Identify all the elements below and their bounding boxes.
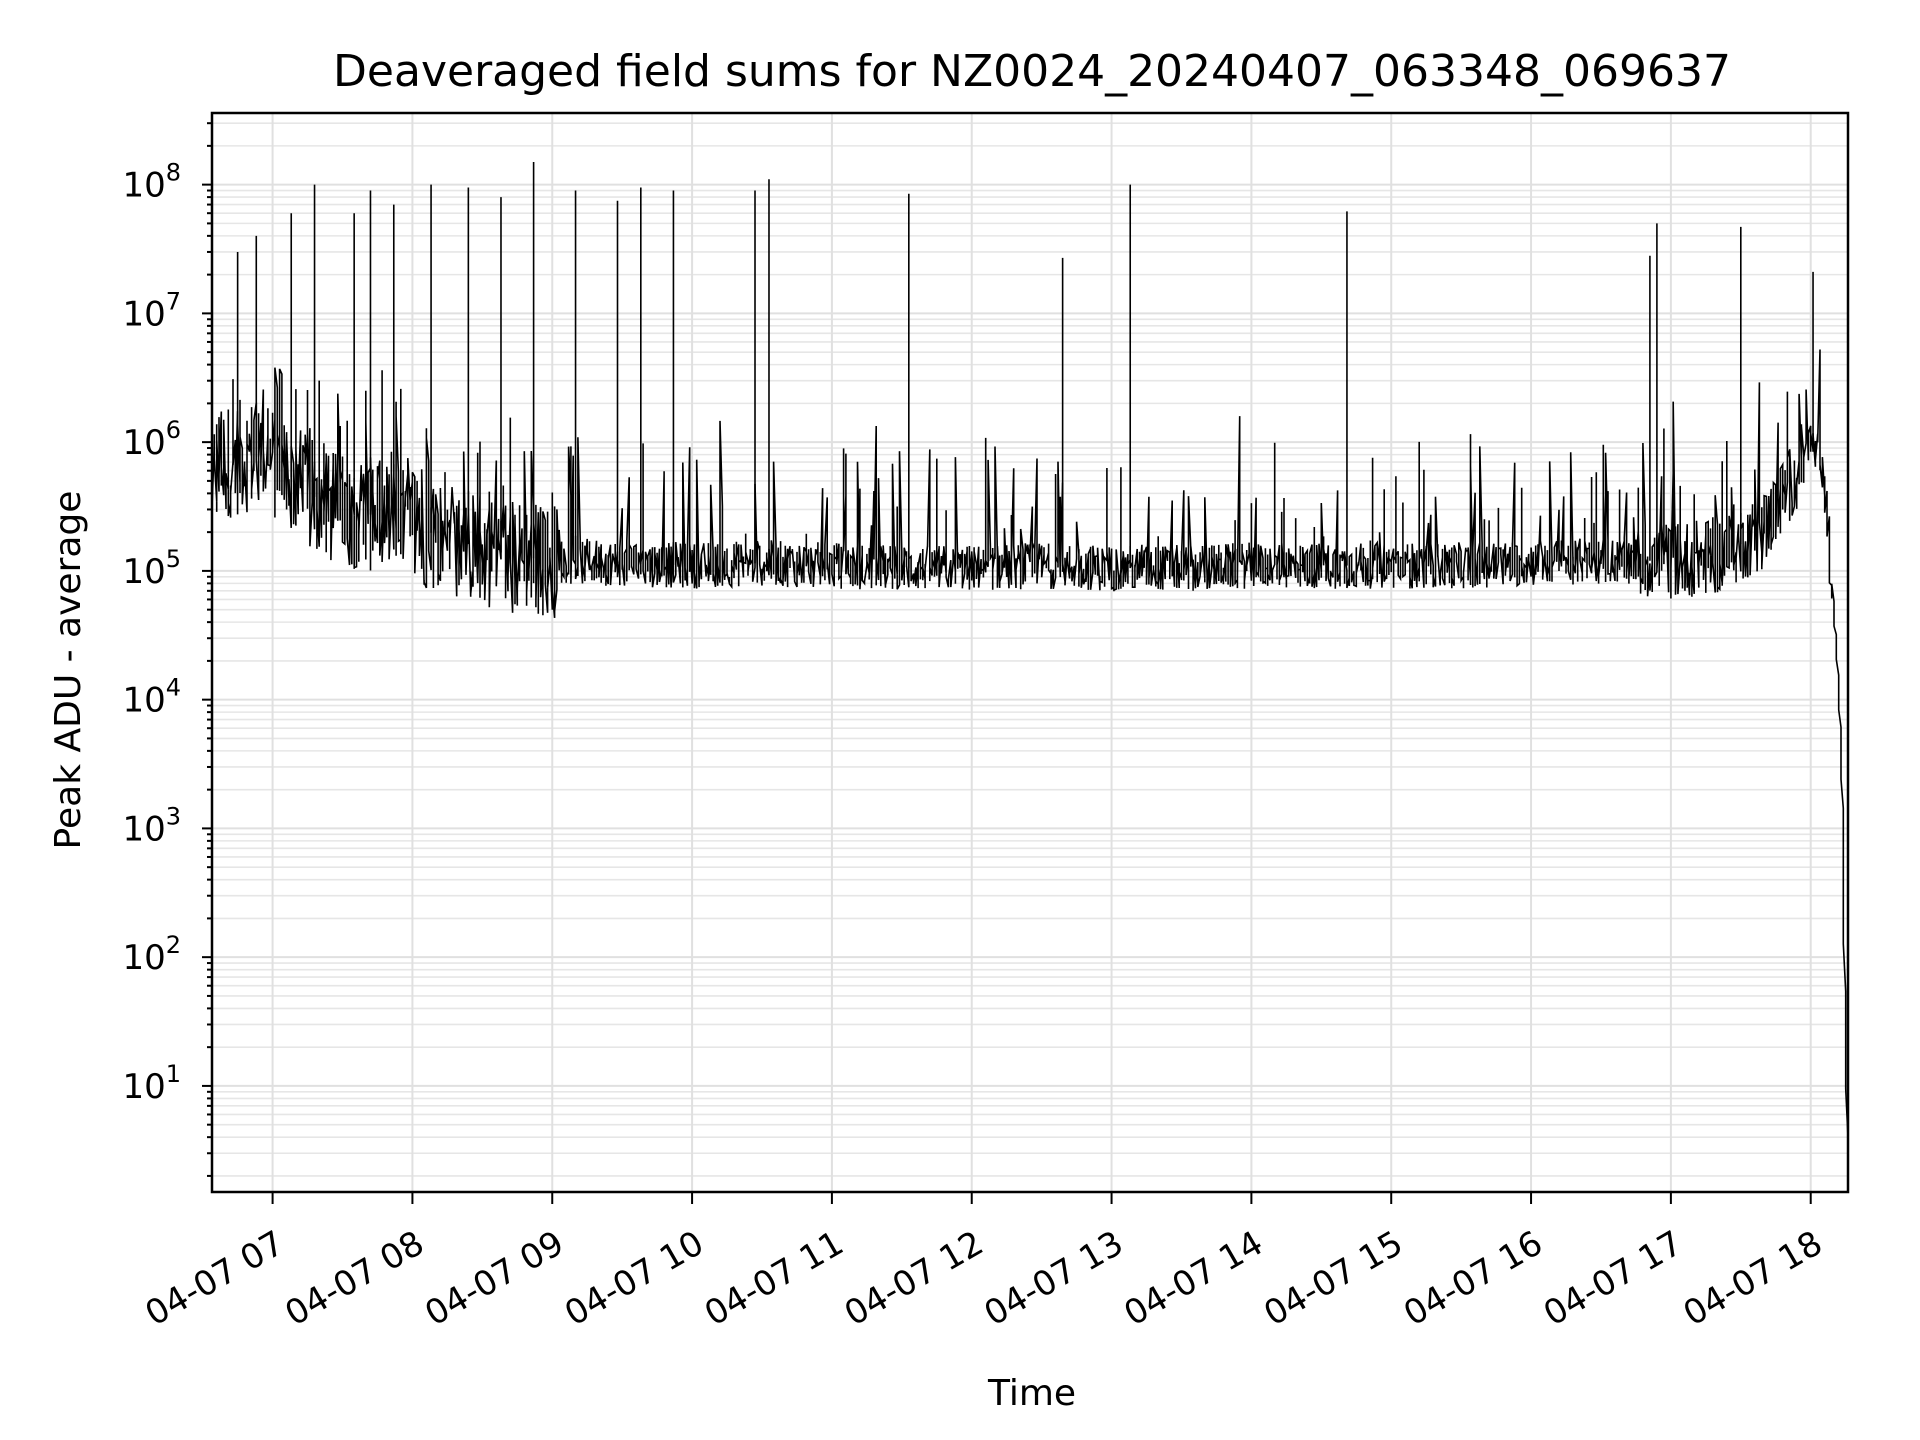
y-tick-exponent: 4 <box>166 674 181 702</box>
y-axis-label: Peak ADU - average <box>48 491 89 850</box>
y-tick-exponent: 5 <box>166 545 181 573</box>
y-tick-exponent: 8 <box>166 159 181 187</box>
chart-title: Deaveraged field sums for NZ0024_2024040… <box>333 46 1731 97</box>
y-tick-exponent: 6 <box>166 416 181 444</box>
y-tick-exponent: 3 <box>166 802 181 830</box>
plot-frame <box>210 111 1850 1194</box>
grid <box>212 113 1848 1192</box>
series-line <box>211 349 1849 1138</box>
y-tick-exponent: 1 <box>166 1060 181 1088</box>
y-tick-exponent: 7 <box>166 287 181 315</box>
y-tick-label: 105 <box>122 545 181 592</box>
y-tick-label: 102 <box>122 931 181 978</box>
y-tick-label: 107 <box>122 287 181 334</box>
plot-area <box>211 161 1849 1138</box>
y-tick-exponent: 2 <box>166 931 181 959</box>
x-axis-label: Time <box>987 1373 1076 1414</box>
y-tick-label: 106 <box>122 416 181 463</box>
